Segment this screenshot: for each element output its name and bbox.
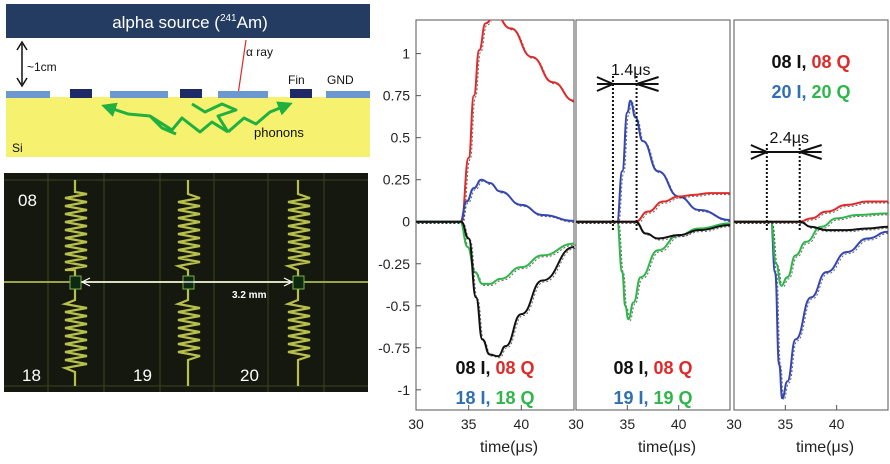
resonator-label-20: 20 [240,366,259,385]
x-tick-label: 30 [408,416,424,432]
legend-entry: 20 I, [771,82,806,102]
legend-row-2: 18 I, 18 Q [455,388,534,408]
plot-frame [733,19,889,411]
legend-entry: 08 Q [807,52,851,72]
legend-entry: 08 I, [613,358,648,378]
x-tick-label: 35 [778,416,794,432]
distance-label: ~1cm [27,60,57,74]
legend-entry: 08 I, [455,358,490,378]
series-fit-2 [734,212,888,287]
x-axis-label: time(μs) [796,439,854,456]
resonator-micrograph: 3.2 mm 08 18 19 20 [4,173,368,392]
series-fit-3 [734,200,888,223]
x-tick-label: 40 [514,416,530,432]
x-tick-label: 30 [568,416,584,432]
y-tick-label: -0.5 [386,298,410,314]
series-fit-1 [416,20,574,223]
silicon-substrate [6,97,370,157]
series-data-1 [735,222,890,401]
legend-entry: 08 Q [491,358,535,378]
series-fit-1 [734,220,888,400]
series-fit-4 [576,220,730,240]
series-fit-2 [416,178,574,223]
series-fit-3 [416,220,574,285]
legend-entry: 08 I, [771,52,806,72]
chart-panel-1: 1 0.75 0.5 0.25 0 -0.25 -0.5 -0.75 -1 30 35 40 time(… [378,19,576,456]
phonons-label: phonons [254,125,304,140]
y-tick-label: 0.75 [383,88,410,104]
electrode-layer [6,89,370,98]
series-data-4 [735,222,890,233]
interval-arrow-left [750,144,770,160]
legend-entry: 18 I, [455,388,490,408]
gnd-label: GND [327,73,354,87]
y-tick-label: -1 [398,382,411,398]
fin-label: Fin [288,73,305,87]
detector-schematic: alpha source (241Am) ~1cm α ray Si Fin G… [6,4,370,157]
alpha-ray-label: α ray [246,45,273,59]
resonator-label-18: 18 [22,366,41,385]
series-data-1 [417,21,576,224]
x-tick-label: 40 [671,416,687,432]
legend-entry: 08 Q [649,358,693,378]
series-data-1 [577,101,732,224]
plot-frame [415,19,575,411]
series-fit-4 [416,220,574,358]
waveform-charts: 1 0.75 0.5 0.25 0 -0.25 -0.5 -0.75 -1 30 35 40 time(… [378,19,890,456]
x-tick-label: 35 [620,416,636,432]
spacing-arrow [80,277,294,287]
legend-row-2: 19 I, 19 Q [613,388,692,408]
alpha-source-bar [6,4,370,38]
x-tick-label: 40 [829,416,845,432]
resonator-label-08: 08 [18,191,37,210]
legend-entry: 20 Q [807,82,851,102]
phonon-paths [101,101,293,136]
legend-row-1: 08 I, 08 Q [455,358,534,378]
substrate-label: Si [12,141,23,155]
x-tick-label: 35 [461,416,477,432]
legend-row-1: 08 I, 08 Q [613,358,692,378]
legend-entry: 19 Q [649,388,693,408]
meander-resonators [61,180,311,386]
series-data-3 [735,202,890,224]
distance-arrow [16,40,28,88]
series-data-4 [577,222,732,241]
x-axis-label: time(μs) [480,439,538,456]
alpha-source-label: alpha source (241Am) [112,13,268,32]
legend-row-2: 20 I, 20 Q [771,82,850,102]
y-tick-label: -0.25 [378,256,410,272]
y-tick-label: 0.5 [391,130,411,146]
resonator-label-19: 19 [133,366,152,385]
y-tick-label: 0.25 [383,172,410,188]
y-tick-label: 0 [402,214,410,230]
spacing-label: 3.2 mm [232,290,267,301]
interval-arrow-right [796,144,823,160]
interval-arrow-left [596,76,616,92]
series-data-3 [417,222,576,286]
x-tick-label: 30 [726,416,742,432]
legend-entry: 18 Q [491,388,535,408]
plot-frame [575,19,731,411]
series-data-4 [417,222,576,359]
series-data-2 [735,214,890,288]
legend-row-1: 08 I, 08 Q [771,52,850,72]
interval-arrow-right [633,76,659,92]
legend-entry: 19 I, [613,388,648,408]
x-axis-label: time(μs) [638,439,696,456]
interval-label: 1.4μs [611,62,650,79]
series-fit-1 [576,99,730,223]
y-tick-label: -0.75 [378,340,410,356]
y-tick-label: 1 [402,46,410,62]
series-fit-3 [576,192,730,223]
interval-label: 2.4μs [770,130,809,147]
